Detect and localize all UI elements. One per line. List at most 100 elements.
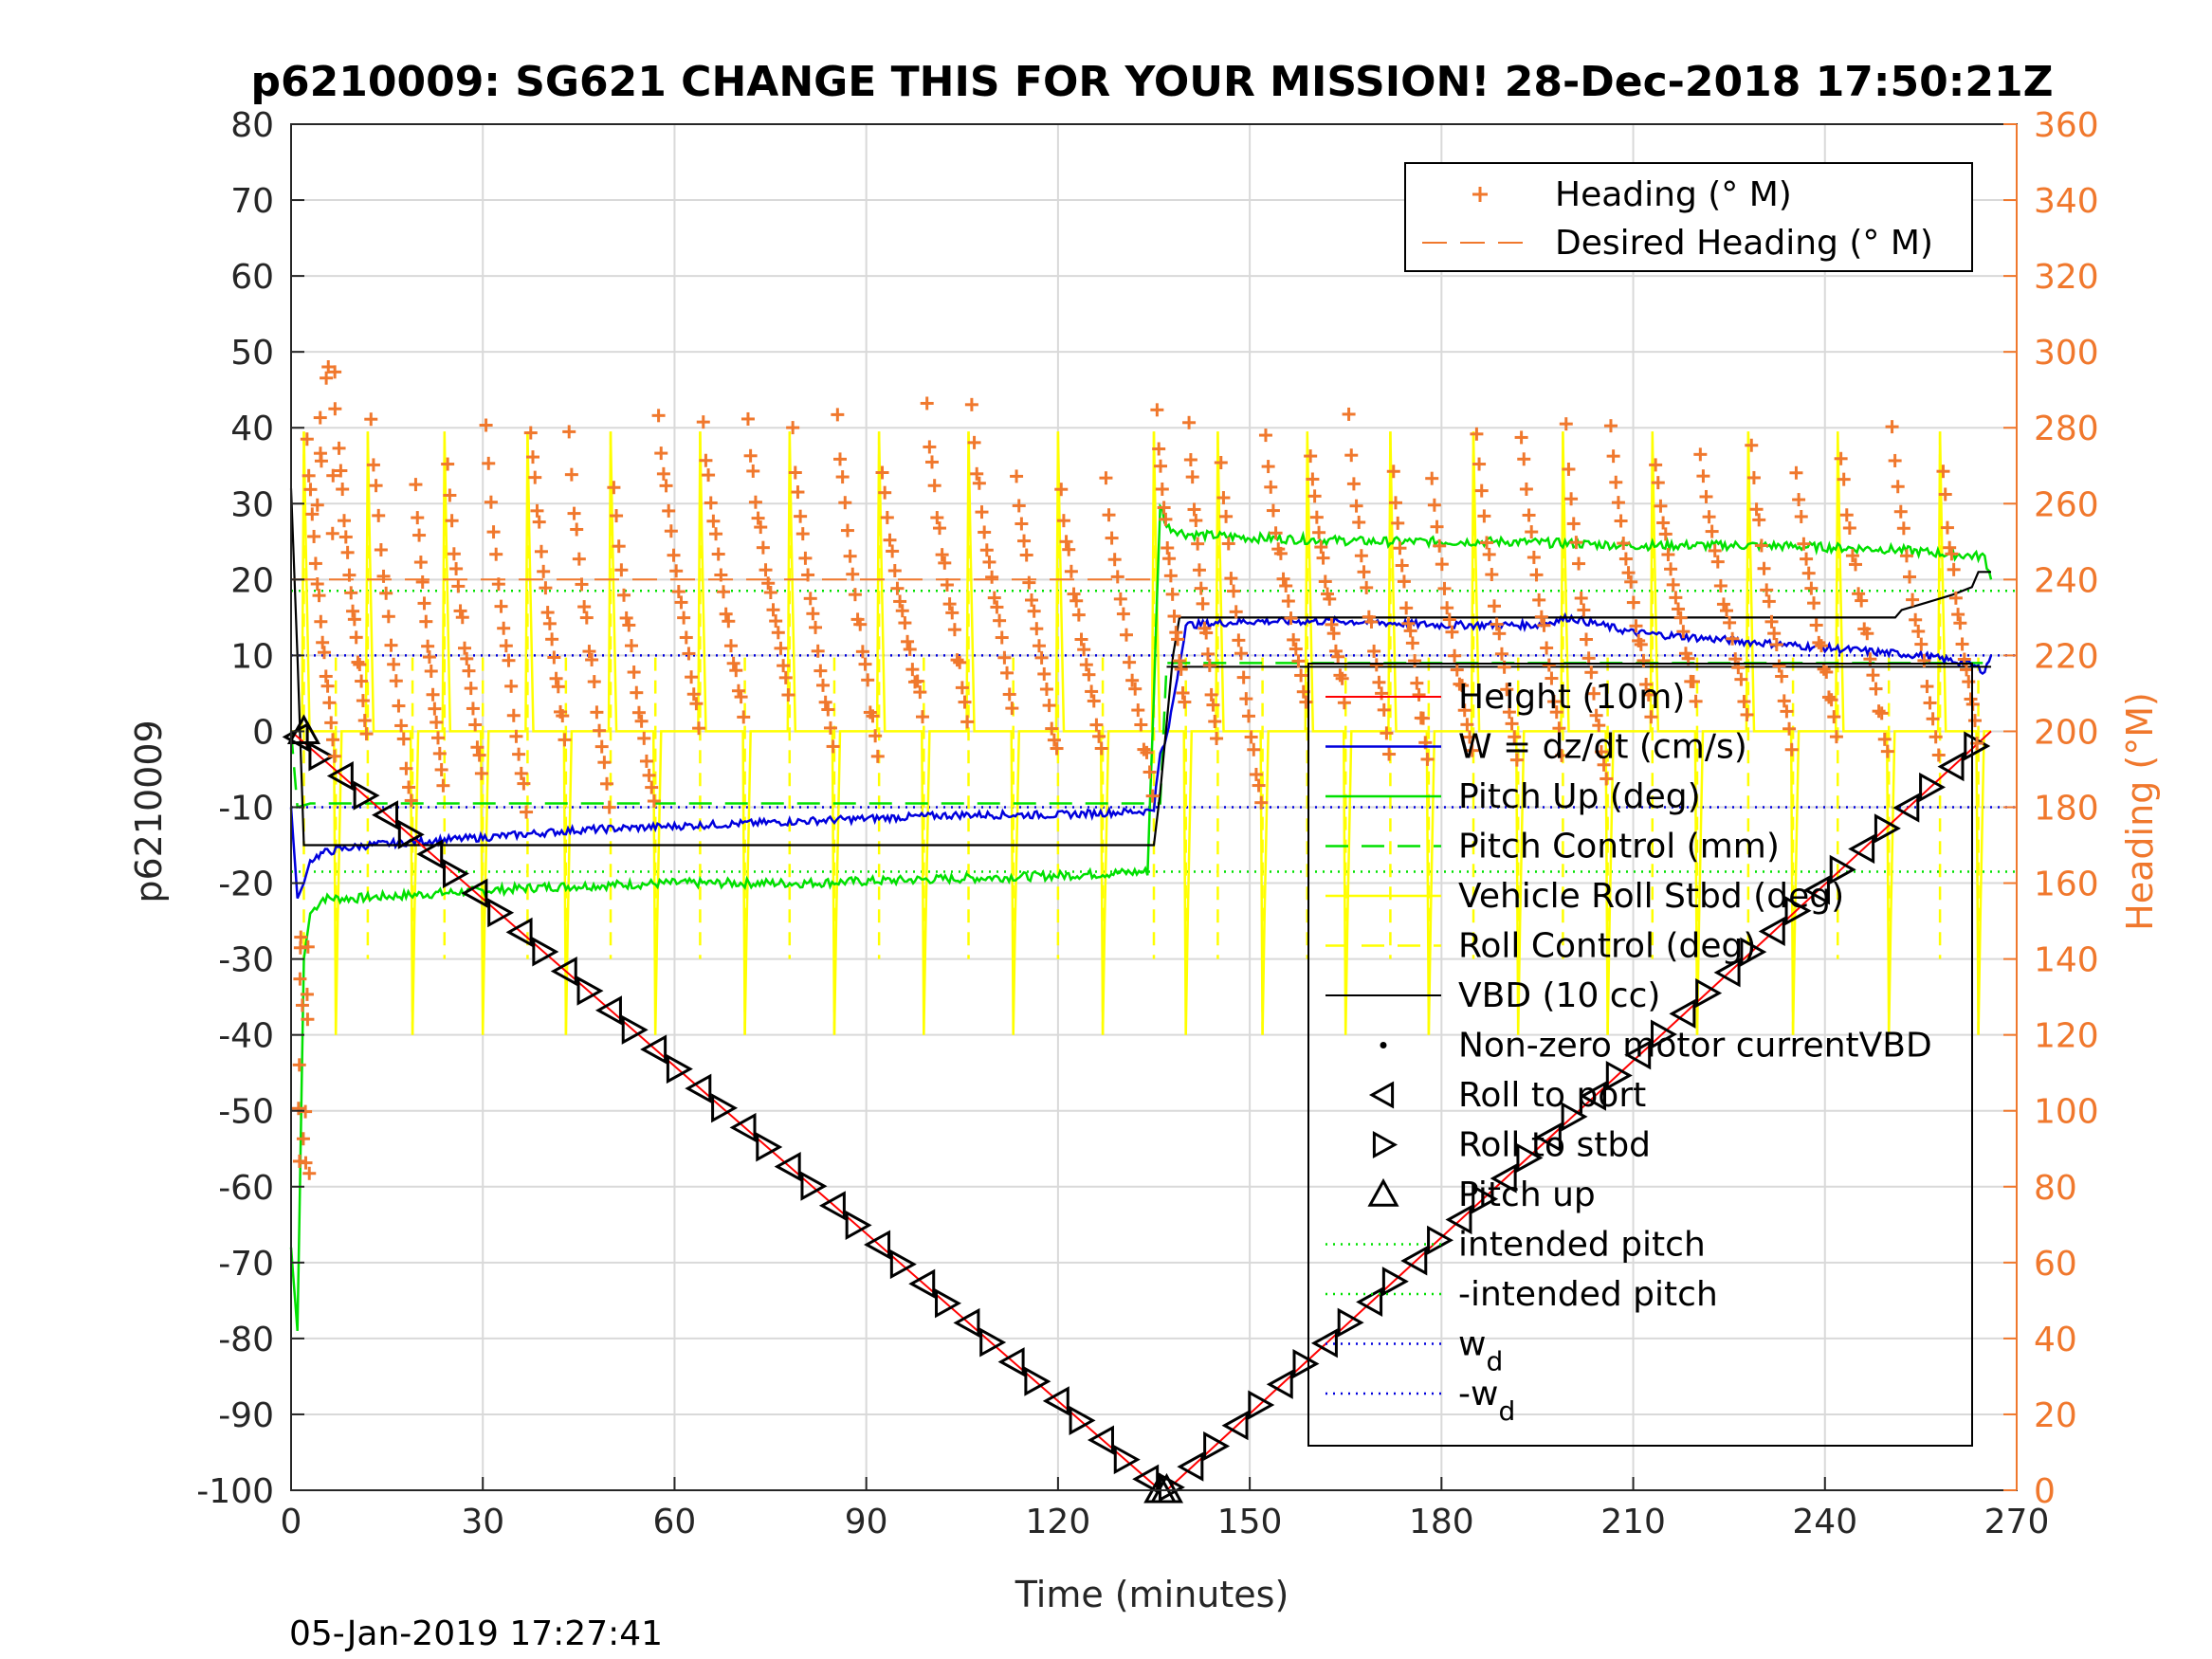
heading-point: [1102, 508, 1116, 522]
y-right-tick-label: 340: [2034, 182, 2099, 221]
heading-point: [1936, 465, 1950, 479]
heading-point: [376, 569, 391, 583]
heading-point: [1377, 702, 1391, 717]
heading-point: [1232, 633, 1246, 647]
heading-point: [291, 1102, 305, 1116]
heading-point: [1792, 493, 1806, 507]
heading-point: [1505, 717, 1519, 731]
marker-right: [1472, 1184, 1499, 1214]
marker-left: [953, 1307, 980, 1338]
y-right-tick-label: 360: [2034, 106, 2099, 145]
marker-right: [1784, 896, 1812, 926]
heading-point: [751, 511, 765, 525]
heading-point: [1801, 566, 1816, 580]
heading-point: [1219, 509, 1234, 523]
heading-point: [1299, 695, 1313, 709]
heading-point: [1346, 477, 1361, 491]
heading-point: [389, 674, 403, 688]
heading-point: [1689, 694, 1703, 708]
y-tick-label: -10: [218, 790, 274, 829]
heading-point: [1266, 503, 1280, 518]
heading-point: [1279, 579, 1293, 593]
heading-point: [1562, 462, 1576, 476]
heading-point: [1167, 610, 1181, 624]
heading-point: [1492, 627, 1507, 641]
heading-point: [706, 514, 721, 528]
heading-point: [1405, 636, 1419, 650]
heading-point: [1545, 671, 1559, 685]
heading-point: [689, 697, 704, 711]
heading-point: [540, 606, 555, 620]
heading-point: [1589, 708, 1603, 722]
heading-point: [1487, 599, 1501, 613]
heading-point: [402, 780, 416, 794]
x-tick-label: 180: [1409, 1503, 1474, 1541]
heading-point: [464, 682, 478, 696]
heading-point: [1522, 508, 1536, 522]
marker-left: [1400, 1246, 1428, 1276]
heading-point: [717, 585, 731, 599]
heading-point: [374, 543, 388, 557]
heading-point: [840, 523, 854, 538]
heading-point: [930, 511, 944, 525]
heading-point: [1559, 417, 1573, 431]
y-tick-label: 50: [230, 334, 274, 373]
heading-point: [447, 547, 461, 561]
heading-point: [556, 709, 570, 723]
heading-point: [1656, 516, 1671, 530]
heading-point: [1110, 570, 1124, 584]
marker-right: [1919, 772, 1947, 802]
heading-point: [1047, 733, 1061, 747]
heading-point: [1614, 514, 1628, 528]
heading-point: [462, 664, 476, 678]
axes: 0 30 60 90 120 150 180 210 240 270-100-90-80-70-6…: [196, 106, 2098, 1541]
heading-point: [594, 739, 609, 754]
heading-point: [327, 749, 341, 763]
heading-point: [1074, 632, 1088, 647]
marker-left: [685, 1073, 712, 1103]
heading-point: [870, 749, 885, 763]
heading-point: [1529, 568, 1544, 582]
heading-point: [1549, 705, 1563, 720]
heading-point: [1107, 553, 1122, 567]
heading-point: [1401, 616, 1416, 630]
heading-point: [364, 412, 378, 427]
heading-point: [415, 574, 430, 589]
heading-point: [1893, 504, 1908, 519]
heading-point: [1726, 631, 1740, 646]
marker-left: [1490, 1163, 1517, 1194]
y-right-tick-label: 180: [2034, 790, 2099, 829]
marker-right: [442, 858, 469, 889]
heading-point: [1314, 540, 1328, 555]
heading-point: [1367, 644, 1381, 658]
heading-point: [1947, 562, 1961, 576]
heading-point: [1254, 795, 1269, 810]
heading-point: [1705, 524, 1719, 538]
heading-point: [1872, 704, 1886, 719]
heading-point: [1621, 566, 1636, 580]
heading-point: [312, 589, 326, 603]
heading-point: [1460, 718, 1474, 732]
heading-point: [1842, 520, 1856, 535]
heading-point: [1309, 510, 1324, 524]
heading-point: [305, 507, 320, 521]
y-tick-label: 70: [230, 182, 274, 221]
footer-timestamp: 05-Jan-2019 17:27:41: [289, 1614, 663, 1653]
heading-point: [1710, 555, 1725, 569]
heading-point: [1227, 584, 1241, 598]
heading-point: [346, 604, 360, 618]
heading-point: [353, 657, 367, 671]
y-tick-label: -60: [218, 1169, 274, 1208]
heading-point: [1281, 594, 1295, 609]
heading-point: [1752, 513, 1766, 527]
heading-point: [1360, 580, 1374, 594]
heading-point: [978, 525, 992, 539]
heading-point: [893, 594, 907, 609]
marker-right: [756, 1132, 783, 1162]
heading-point: [1399, 601, 1414, 615]
heading-point: [651, 409, 666, 423]
heading-point: [1611, 496, 1625, 510]
marker-right: [1337, 1307, 1364, 1338]
heading-point: [1069, 593, 1084, 608]
heading-point: [539, 581, 553, 595]
